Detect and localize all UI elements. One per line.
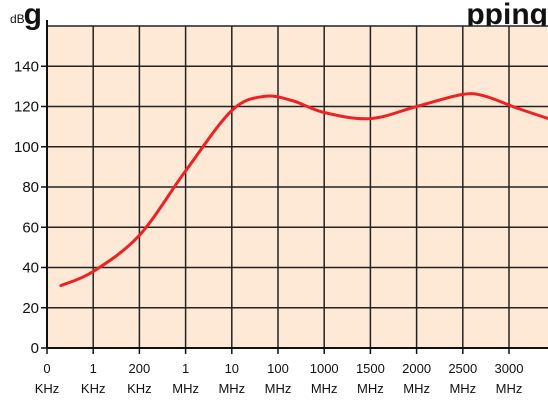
series-point-5 (263, 95, 266, 98)
x-tick-value-5: 100 (267, 361, 289, 376)
x-tick-unit-8: MHz (403, 381, 430, 396)
x-tick-value-2: 200 (129, 361, 151, 376)
chart-title-fragment-left: g (24, 0, 42, 31)
x-tick-value-0: 0 (43, 361, 50, 376)
y-axis-ticks: 0 20 40 60 80 100 120 140 (14, 58, 47, 357)
series-point-11 (484, 95, 487, 98)
series-point-9 (415, 105, 418, 108)
x-tick-unit-1: KHz (81, 381, 106, 396)
series-point-1 (92, 270, 95, 273)
x-tick-unit-10: MHz (496, 381, 523, 396)
series-point-2 (138, 234, 141, 237)
x-tick-unit-5: MHz (265, 381, 292, 396)
y-tick-label-0: 0 (31, 340, 39, 357)
series-point-3 (184, 169, 187, 172)
x-tick-value-9: 2500 (448, 361, 477, 376)
x-tick-unit-7: MHz (357, 381, 384, 396)
x-tick-value-6: 1000 (310, 361, 339, 376)
x-tick-value-4: 10 (225, 361, 239, 376)
x-tick-unit-9: MHz (449, 381, 476, 396)
y-tick-label-5: 100 (14, 139, 39, 156)
x-tick-value-7: 1500 (356, 361, 385, 376)
x-tick-value-3: 1 (182, 361, 189, 376)
series-point-8 (369, 117, 372, 120)
x-tick-unit-4: MHz (218, 381, 245, 396)
series-point-0 (59, 284, 62, 287)
x-tick-unit-0: KHz (35, 381, 60, 396)
x-tick-value-1: 1 (90, 361, 97, 376)
y-tick-label-4: 80 (22, 179, 39, 196)
x-tick-value-8: 2000 (402, 361, 431, 376)
series-point-10 (461, 93, 464, 96)
series-point-12 (517, 107, 520, 110)
y-tick-label-3: 60 (22, 219, 39, 236)
x-tick-value-10: 3000 (495, 361, 524, 376)
y-axis-unit-label: dB (10, 12, 25, 26)
y-tick-label-6: 120 (14, 99, 39, 116)
x-tick-unit-3: MHz (172, 381, 199, 396)
y-tick-label-7: 140 (14, 58, 39, 75)
y-tick-label-1: 20 (22, 300, 39, 317)
y-tick-label-2: 40 (22, 260, 39, 277)
series-point-7 (323, 111, 326, 114)
x-axis-ticks: 0 KHz 1 KHz 200 KHz 1 MHz 10 MHz 100 MHz 1000 MHz 1500… (35, 348, 524, 396)
series-point-4 (230, 109, 233, 112)
grid-lines (47, 25, 548, 349)
axes (46, 20, 548, 349)
x-tick-unit-2: KHz (127, 381, 152, 396)
series-point-6 (290, 99, 293, 102)
x-tick-unit-6: MHz (311, 381, 338, 396)
series-line-0 (59, 92, 548, 288)
